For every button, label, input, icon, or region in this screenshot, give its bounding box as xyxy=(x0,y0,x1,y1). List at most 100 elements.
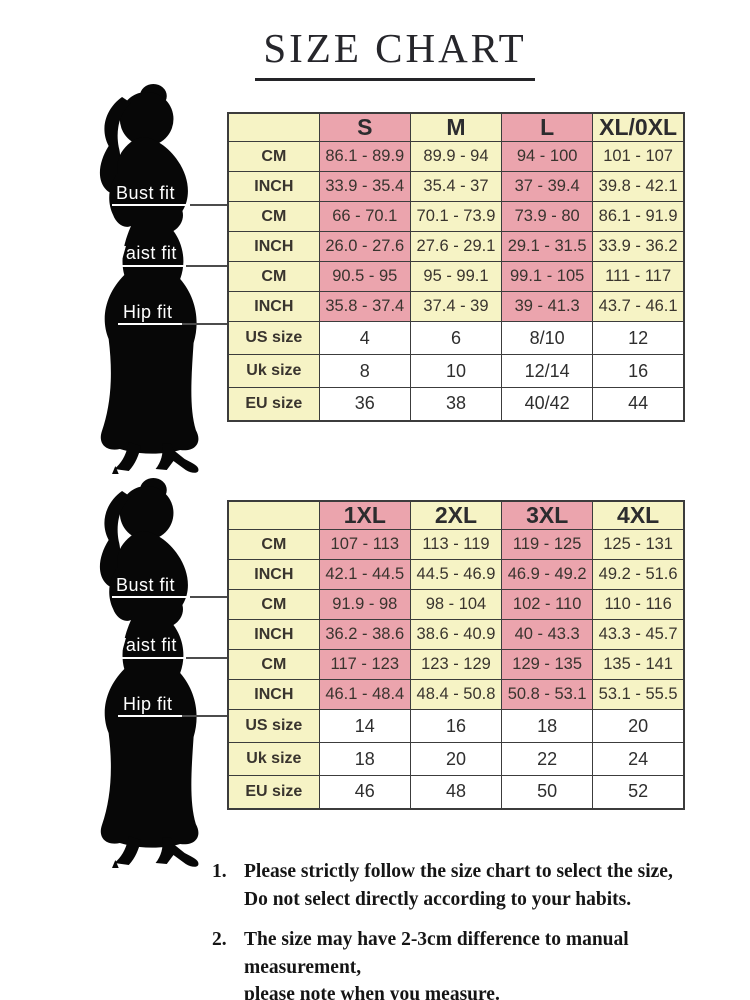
row-label-cell: EU size xyxy=(227,387,320,421)
value-cell: 135 - 141 xyxy=(592,649,685,680)
waist-fit-underline xyxy=(106,657,188,659)
value-cell: 44.5 - 46.9 xyxy=(409,559,503,590)
value-cell: 43.7 - 46.1 xyxy=(592,291,685,322)
value-cell: 22 xyxy=(501,742,594,776)
bust-fit-underline xyxy=(112,596,192,598)
bust-fit-connector-line xyxy=(190,596,227,598)
row-label-cell: CM xyxy=(227,261,320,292)
value-cell: 29.1 - 31.5 xyxy=(501,231,594,262)
value-cell: 90.5 - 95 xyxy=(318,261,411,292)
table-row: INCH 46.1 - 48.4 48.4 - 50.8 50.8 - 53.1 53.… xyxy=(227,679,685,710)
note-number: 1. xyxy=(212,861,227,882)
value-cell: 102 - 110 xyxy=(501,589,594,620)
table-row: CM 66 - 70.1 70.1 - 73.9 73.9 - 80 86.1 - 91… xyxy=(227,201,685,232)
value-cell: 110 - 116 xyxy=(592,589,685,620)
row-label-cell: Uk size xyxy=(227,354,320,388)
value-cell: 73.9 - 80 xyxy=(501,201,594,232)
value-cell: 39.8 - 42.1 xyxy=(592,171,685,202)
value-cell: 49.2 - 51.6 xyxy=(592,559,685,590)
table-row: Uk size 18 20 22 24 xyxy=(227,742,685,776)
table-row: INCH 36.2 - 38.6 38.6 - 40.9 40 - 43.3 43.3 … xyxy=(227,619,685,650)
table-row: CM 90.5 - 95 95 - 99.1 99.1 - 105 111 - 117 xyxy=(227,261,685,292)
table-row: US size 4 6 8/10 12 xyxy=(227,321,685,355)
value-cell: 38 xyxy=(409,387,503,421)
value-cell: 36 xyxy=(318,387,411,421)
corner-cell xyxy=(227,500,320,530)
row-label-cell: INCH xyxy=(227,679,320,710)
note-item-2: 2. The size may have 2-3cm difference to… xyxy=(212,926,744,1000)
value-cell: 123 - 129 xyxy=(409,649,503,680)
note-line: Please strictly follow the size chart to… xyxy=(244,861,673,882)
value-cell: 44 xyxy=(592,387,685,421)
value-cell: 117 - 123 xyxy=(318,649,411,680)
footnotes: 1. Please strictly follow the size chart… xyxy=(212,858,744,1000)
value-cell: 27.6 - 29.1 xyxy=(409,231,503,262)
value-cell: 98 - 104 xyxy=(409,589,503,620)
row-label-cell: INCH xyxy=(227,291,320,322)
size-column-header: L xyxy=(501,112,594,142)
note-number: 2. xyxy=(212,929,227,950)
size-column-header: S xyxy=(318,112,411,142)
value-cell: 20 xyxy=(592,709,685,743)
value-cell: 43.3 - 45.7 xyxy=(592,619,685,650)
value-cell: 89.9 - 94 xyxy=(409,141,503,172)
size-column-header: 3XL xyxy=(501,500,594,530)
note-line: The size may have 2-3cm difference to ma… xyxy=(244,929,629,978)
waist-fit-label: Waist fit xyxy=(109,243,177,263)
value-cell: 52 xyxy=(592,775,685,809)
value-cell: 33.9 - 36.2 xyxy=(592,231,685,262)
table-row: US size 14 16 18 20 xyxy=(227,709,685,743)
woman-silhouette-icon xyxy=(55,476,245,868)
size-column-header: 1XL xyxy=(318,500,411,530)
value-cell: 20 xyxy=(409,742,503,776)
value-cell: 113 - 119 xyxy=(409,529,503,560)
table-row: INCH 35.8 - 37.4 37.4 - 39 39 - 41.3 43.7 - … xyxy=(227,291,685,322)
value-cell: 66 - 70.1 xyxy=(318,201,411,232)
note-line: Do not select directly according to your… xyxy=(244,888,632,910)
note-text: Please strictly follow the size chart to… xyxy=(244,858,744,913)
value-cell: 42.1 - 44.5 xyxy=(318,559,411,590)
value-cell: 40 - 43.3 xyxy=(501,619,594,650)
row-label-cell: CM xyxy=(227,589,320,620)
table-row: EU size 46 48 50 52 xyxy=(227,775,685,809)
table-row: INCH 33.9 - 35.4 35.4 - 37 37 - 39.4 39.8 - … xyxy=(227,171,685,202)
value-cell: 4 xyxy=(318,321,411,355)
size-column-header: 2XL xyxy=(409,500,503,530)
value-cell: 50 xyxy=(501,775,594,809)
hip-fit-underline xyxy=(118,323,184,325)
bust-fit-connector-line xyxy=(190,204,227,206)
value-cell: 35.8 - 37.4 xyxy=(318,291,411,322)
value-cell: 14 xyxy=(318,709,411,743)
row-label-cell: US size xyxy=(227,321,320,355)
value-cell: 8/10 xyxy=(501,321,594,355)
woman-silhouette-icon xyxy=(55,82,245,474)
row-label-cell: CM xyxy=(227,141,320,172)
value-cell: 16 xyxy=(592,354,685,388)
value-cell: 48.4 - 50.8 xyxy=(409,679,503,710)
table-row: CM 91.9 - 98 98 - 104 102 - 110 110 - 116 xyxy=(227,589,685,620)
size-table-regular: S M L XL/0XL CM 86.1 - 89.9 89.9 - 94 94 - 100 1… xyxy=(227,112,685,422)
waist-fit-underline xyxy=(106,265,188,267)
value-cell: 12 xyxy=(592,321,685,355)
value-cell: 94 - 100 xyxy=(501,141,594,172)
note-line: please note when you measure. xyxy=(244,984,500,1000)
value-cell: 8 xyxy=(318,354,411,388)
row-label-cell: EU size xyxy=(227,775,320,809)
value-cell: 99.1 - 105 xyxy=(501,261,594,292)
value-cell: 91.9 - 98 xyxy=(318,589,411,620)
value-cell: 39 - 41.3 xyxy=(501,291,594,322)
value-cell: 37.4 - 39 xyxy=(409,291,503,322)
size-header-row: 1XL 2XL 3XL 4XL xyxy=(227,500,685,530)
value-cell: 70.1 - 73.9 xyxy=(409,201,503,232)
table-row: CM 107 - 113 113 - 119 119 - 125 125 - 131 xyxy=(227,529,685,560)
hip-fit-connector-line xyxy=(182,715,227,717)
value-cell: 10 xyxy=(409,354,503,388)
hip-fit-connector-line xyxy=(182,323,227,325)
value-cell: 86.1 - 91.9 xyxy=(592,201,685,232)
value-cell: 95 - 99.1 xyxy=(409,261,503,292)
row-label-cell: Uk size xyxy=(227,742,320,776)
value-cell: 86.1 - 89.9 xyxy=(318,141,411,172)
value-cell: 6 xyxy=(409,321,503,355)
value-cell: 50.8 - 53.1 xyxy=(501,679,594,710)
size-column-header: XL/0XL xyxy=(592,112,685,142)
